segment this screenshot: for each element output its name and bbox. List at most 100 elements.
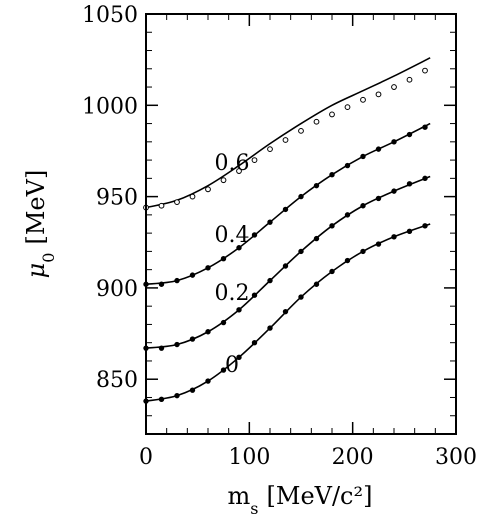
data-point [344, 212, 351, 218]
data-point [360, 248, 366, 255]
y-tick-label: 1000 [82, 94, 138, 119]
data-point [329, 223, 335, 229]
data-point [220, 319, 227, 326]
data-point [282, 308, 289, 315]
data-point [205, 329, 211, 335]
data-point [391, 234, 397, 240]
data-point [313, 182, 320, 189]
data-point [298, 294, 304, 300]
data-point [375, 195, 382, 202]
data-point [174, 341, 180, 348]
data-point [391, 84, 397, 90]
curve-label: 0.2 [215, 281, 250, 306]
series-0-2 [143, 175, 431, 351]
data-point [189, 193, 196, 200]
data-point [236, 354, 242, 360]
series-0-4 [143, 122, 431, 287]
data-point [329, 172, 335, 178]
data-point [406, 131, 413, 138]
data-point [236, 245, 242, 251]
data-point [406, 76, 413, 83]
x-tick-label: 200 [332, 445, 374, 470]
x-axis-label-unit: [MeV/c²] [267, 482, 373, 510]
data-point [189, 272, 196, 278]
data-point [422, 175, 428, 182]
series-0 [143, 223, 431, 404]
data-point [174, 277, 180, 284]
data-point [251, 157, 258, 163]
data-point [344, 104, 351, 111]
data-point [189, 387, 196, 393]
y-tick-label: 1050 [82, 3, 138, 28]
data-point [220, 177, 227, 184]
data-point [422, 124, 428, 130]
y-axis-label-sub: 0 [39, 253, 58, 263]
data-point [158, 202, 165, 209]
series-0-6 [143, 57, 431, 211]
y-axis-label-main: μ [22, 263, 50, 279]
data-point [251, 292, 258, 298]
curve-label: 0 [225, 353, 239, 378]
data-point [406, 181, 413, 187]
data-point [282, 137, 289, 143]
data-point [375, 146, 382, 152]
y-tick-label: 900 [96, 277, 138, 302]
data-point [282, 206, 289, 213]
plot-frame [145, 13, 457, 435]
data-point [251, 232, 258, 238]
data-point [406, 228, 413, 235]
data-point [220, 367, 227, 373]
data-point [236, 168, 242, 174]
y-axis-label-unit: [MeV] [22, 170, 50, 245]
y-tick-label: 850 [96, 368, 138, 393]
series-layer [143, 57, 431, 404]
x-tick-label: 100 [228, 445, 270, 470]
curve-label: 0.4 [215, 223, 250, 248]
x-axis-label: ms [MeV/c²] [228, 482, 373, 518]
x-tick-label: 300 [435, 445, 477, 470]
data-point [375, 91, 382, 98]
data-point [158, 396, 165, 402]
data-point [298, 127, 304, 134]
data-point [205, 186, 211, 193]
data-point [236, 307, 242, 313]
y-tick-label: 950 [96, 186, 138, 211]
ticks-layer: 0 100 200 300 850 900 950 1000 1050 [82, 3, 477, 470]
x-axis-label-sub: s [250, 499, 258, 518]
data-point [267, 219, 273, 225]
data-point [422, 67, 428, 74]
data-point [220, 256, 227, 262]
data-point [313, 118, 320, 125]
data-point [375, 241, 382, 247]
data-point [174, 392, 180, 399]
data-point [344, 162, 351, 169]
data-point [158, 281, 165, 287]
y-axis-label: μ0 [MeV] [22, 170, 58, 279]
data-point [267, 325, 273, 331]
data-point [391, 188, 397, 194]
x-tick-label: 0 [139, 445, 153, 470]
data-point [298, 193, 304, 200]
data-point [205, 378, 211, 384]
data-point [391, 139, 397, 145]
x-axis-label-main: m [228, 482, 251, 510]
data-point [360, 96, 366, 103]
data-point [205, 265, 211, 271]
data-point [313, 281, 320, 287]
data-point [189, 336, 196, 342]
data-point [360, 153, 366, 160]
data-point [344, 257, 351, 264]
data-point [282, 263, 289, 269]
data-point [329, 111, 335, 118]
data-point [251, 340, 258, 346]
data-point [267, 146, 273, 153]
curve-label: 0.6 [215, 151, 250, 176]
data-point [422, 223, 428, 229]
data-point [313, 235, 320, 242]
data-point [158, 345, 165, 351]
curve-labels: 0 0.2 0.4 0.6 [215, 151, 250, 378]
data-point [298, 248, 304, 255]
data-point [360, 203, 366, 209]
